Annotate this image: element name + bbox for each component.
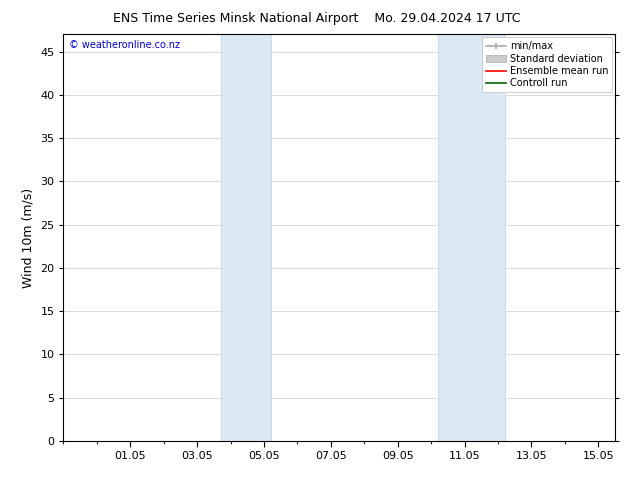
Text: © weatheronline.co.nz: © weatheronline.co.nz bbox=[69, 40, 180, 50]
Y-axis label: Wind 10m (m/s): Wind 10m (m/s) bbox=[22, 188, 35, 288]
Text: ENS Time Series Minsk National Airport    Mo. 29.04.2024 17 UTC: ENS Time Series Minsk National Airport M… bbox=[113, 12, 521, 25]
Legend: min/max, Standard deviation, Ensemble mean run, Controll run: min/max, Standard deviation, Ensemble me… bbox=[482, 37, 612, 92]
Bar bbox=[221, 34, 271, 441]
Bar bbox=[438, 34, 505, 441]
